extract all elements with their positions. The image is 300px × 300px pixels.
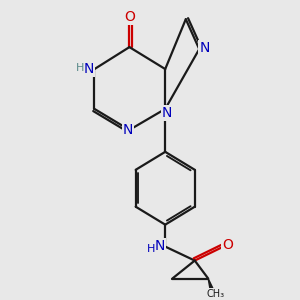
Text: N: N xyxy=(123,123,133,137)
Text: H: H xyxy=(76,63,84,73)
Text: O: O xyxy=(124,10,135,24)
Polygon shape xyxy=(208,278,214,293)
Text: N: N xyxy=(199,40,210,55)
Text: N: N xyxy=(161,106,172,120)
Text: CH₃: CH₃ xyxy=(206,289,225,299)
Text: H: H xyxy=(147,244,155,254)
Text: N: N xyxy=(84,62,94,76)
Text: O: O xyxy=(222,238,233,252)
Text: N: N xyxy=(155,239,165,253)
